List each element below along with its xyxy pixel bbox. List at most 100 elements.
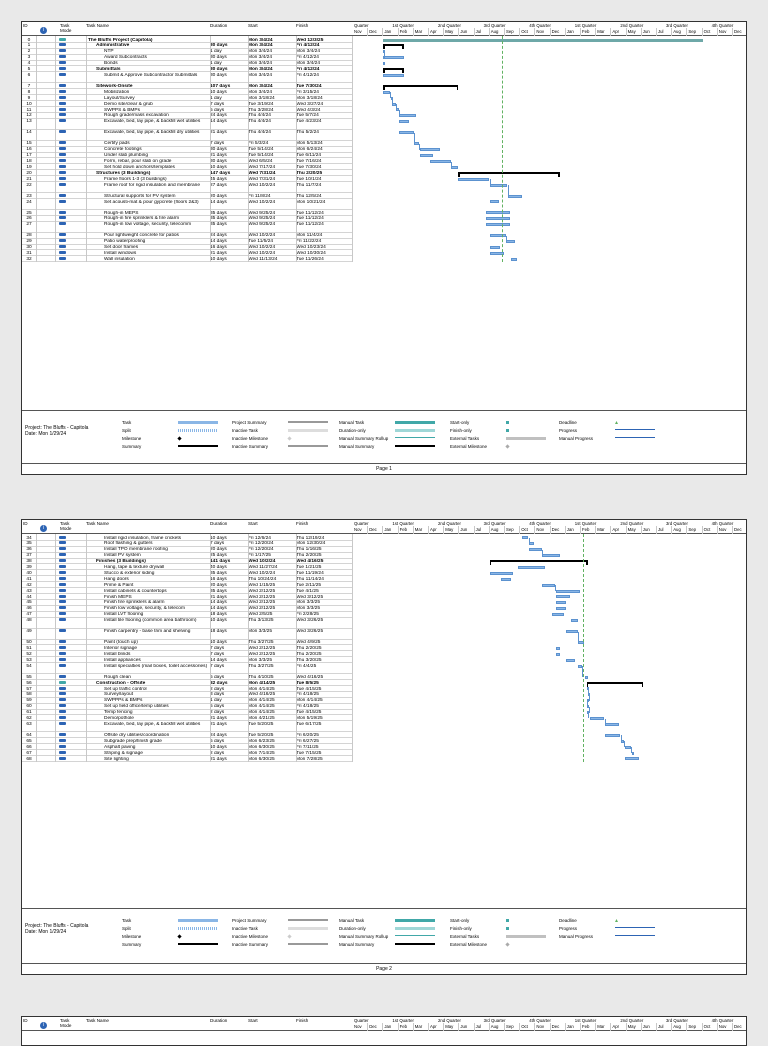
month-label: Jan bbox=[384, 29, 392, 34]
table-row: 28 Pour lightweight concrete for patios 24… bbox=[22, 233, 352, 239]
task-start: Thu 3/27/25 bbox=[248, 663, 274, 669]
table-row: 64 Offsite dry utilities/coordination 24 d… bbox=[22, 732, 352, 739]
task-start: Mon 3/3/25 bbox=[248, 657, 273, 663]
month-label: May bbox=[445, 29, 454, 34]
legend-label: External Tasks bbox=[450, 934, 480, 939]
column-divider bbox=[210, 36, 211, 263]
task-start: Mon 3/4/24 bbox=[248, 72, 273, 78]
month-label: Jul bbox=[475, 527, 482, 532]
task-mode-icon bbox=[59, 680, 66, 684]
task-bar bbox=[383, 50, 386, 54]
month-label: Jan bbox=[566, 29, 574, 34]
column-header: ID Task Mode Task Name Duration Start Finish i… bbox=[22, 1017, 746, 1031]
month-divider bbox=[701, 1023, 703, 1031]
task-duration: 10 days bbox=[210, 164, 227, 170]
task-duration: 10 days bbox=[210, 256, 227, 262]
header-mode: Task Mode bbox=[60, 23, 72, 33]
task-id: 27 bbox=[26, 222, 32, 228]
task-duration: 16 days bbox=[210, 245, 227, 251]
task-bar bbox=[419, 154, 434, 157]
month-label: Aug bbox=[673, 1024, 681, 1029]
dependency-line bbox=[451, 161, 453, 168]
task-mode-icon bbox=[59, 547, 66, 551]
task-finish: Wed 10/23/24 bbox=[296, 245, 326, 251]
task-name: Rough clean bbox=[104, 674, 131, 680]
legend-swatch-external bbox=[506, 935, 546, 938]
month-divider bbox=[732, 28, 733, 36]
month-divider bbox=[580, 1023, 581, 1031]
table-row: 9 Layout/Survey 1 day Mon 3/18/24 Mon 3/18/2… bbox=[22, 95, 352, 102]
legend-label: Duration-only bbox=[339, 926, 366, 931]
header-name: Task Name bbox=[86, 1018, 109, 1023]
table-row: 63 Excavate, bed, lay pipe, & backfill we… bbox=[22, 721, 352, 733]
table-row: 14 Excavate, bed, lay pipe, & backfill dr… bbox=[22, 130, 352, 141]
legend-swatch-progress bbox=[615, 429, 655, 431]
task-name: Finish carpentry - base trim and shelvin… bbox=[104, 629, 191, 635]
task-finish: Mon 5/13/24 bbox=[296, 141, 323, 147]
table-row: 17 Under slab plumbing 21 days Tue 5/14/24 T… bbox=[22, 153, 352, 159]
dependency-line bbox=[587, 689, 589, 695]
task-bar bbox=[555, 595, 571, 599]
legend-label: Finish-only bbox=[450, 428, 472, 433]
task-duration: 1 day bbox=[210, 95, 222, 101]
task-mode-icon bbox=[59, 216, 66, 220]
task-start: Mon 4/14/25 bbox=[248, 710, 275, 716]
task-bar bbox=[383, 56, 404, 60]
task-start: Wed 11/27/24 bbox=[248, 565, 278, 570]
month-divider bbox=[701, 28, 703, 36]
task-name: Rough grade/mass excavation bbox=[104, 113, 169, 119]
task-finish: Tue 6/11/24 bbox=[296, 153, 322, 159]
task-id: 63 bbox=[26, 721, 32, 727]
header-mode: Task Mode bbox=[60, 521, 72, 531]
legend-swatch-manualprogress bbox=[615, 935, 655, 937]
task-start: Mon 3/4/24 bbox=[248, 37, 273, 43]
month-label: Feb bbox=[582, 29, 590, 34]
task-mode-icon bbox=[59, 239, 66, 243]
task-id: 17 bbox=[26, 153, 32, 159]
task-duration: 2 days bbox=[210, 750, 225, 756]
legend-swatch-inactivesum bbox=[288, 445, 328, 447]
month-divider bbox=[519, 28, 521, 36]
project-name: Project: The Bluffs - Capitola bbox=[25, 425, 89, 431]
month-divider bbox=[473, 28, 475, 36]
task-id: 53 bbox=[26, 657, 32, 663]
month-divider bbox=[443, 526, 445, 534]
month-divider bbox=[686, 526, 688, 534]
task-duration: 7 days bbox=[210, 646, 225, 651]
month-divider bbox=[367, 28, 369, 36]
quarter-label: 3rd Quarter bbox=[666, 521, 688, 526]
task-duration: 82 days bbox=[210, 680, 228, 686]
task-mode-icon bbox=[59, 559, 66, 563]
task-mode-icon bbox=[59, 233, 66, 237]
legend-label: Task bbox=[122, 918, 132, 923]
task-bar bbox=[383, 62, 386, 65]
gantt-page-1: ID Task Mode Task Name Duration Start Finish i… bbox=[21, 21, 747, 475]
month-label: Oct bbox=[521, 1024, 528, 1029]
task-bar bbox=[451, 165, 458, 169]
month-label: Jul bbox=[658, 29, 664, 34]
task-name: Excavate, bed, lay pipe, & backfill wet … bbox=[104, 119, 201, 125]
project-summary-bar bbox=[383, 38, 704, 42]
table-row: 10 Demo site/clear & grub 7 days Tue 3/19/2… bbox=[22, 101, 352, 107]
legend-swatch-inactive bbox=[288, 429, 328, 432]
month-label: Mar bbox=[597, 527, 605, 532]
task-finish: Mon 6/24/24 bbox=[296, 147, 323, 153]
table-row: 21 Frame floors 1-3 (3 buildings) 45 days W… bbox=[22, 176, 352, 183]
month-divider bbox=[458, 1023, 460, 1031]
task-start: Wed 11/13/24 bbox=[248, 256, 278, 262]
task-finish: Fri 6/27/25 bbox=[296, 738, 319, 744]
task-id: 61 bbox=[26, 710, 32, 716]
table-row: 62 Demo/pothole 21 days Mon 4/21/25 Mon 5/19… bbox=[22, 716, 352, 722]
task-mode-icon bbox=[59, 245, 66, 249]
task-name: Rough-in MEPS bbox=[104, 210, 139, 216]
task-id: 7 bbox=[27, 83, 31, 89]
task-bar bbox=[489, 183, 508, 187]
task-name: Sitework-Onsite bbox=[96, 83, 133, 89]
task-id: 58 bbox=[26, 692, 32, 698]
column-divider bbox=[55, 36, 56, 263]
month-divider bbox=[656, 1023, 657, 1031]
task-finish: Mon 12/30/24 bbox=[296, 541, 326, 547]
table-row: 3 Award Subcontracts 30 days Mon 3/4/24 Fri … bbox=[22, 55, 352, 61]
legend-swatch-task bbox=[178, 919, 218, 922]
task-bar bbox=[507, 194, 522, 198]
